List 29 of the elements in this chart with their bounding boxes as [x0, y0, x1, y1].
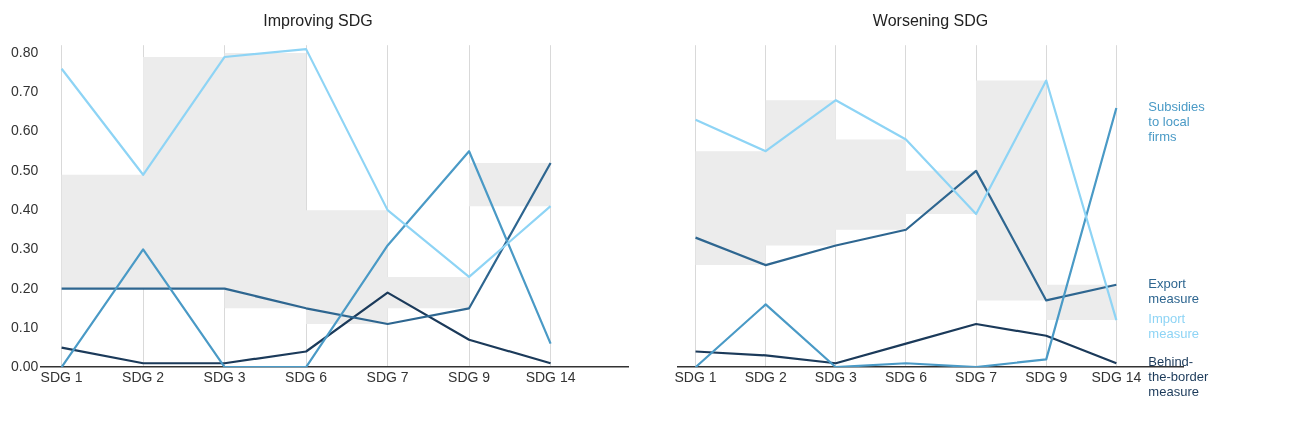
y-tick-label: 0.50	[11, 161, 39, 178]
y-tick-label: 0.60	[11, 122, 39, 139]
x-tick-label: SDG 7	[366, 369, 409, 386]
text: Subsidies to local firms	[1148, 99, 1206, 145]
x-tick-label: SDG 2	[744, 369, 787, 386]
x-tick-label: SDG 7	[955, 369, 998, 386]
y-tick-label: 0.40	[11, 200, 39, 217]
chart-title: Improving SDG	[263, 12, 373, 30]
x-tick-label: SDG 14	[1091, 369, 1142, 386]
y-tick-label: 0.00	[11, 358, 39, 375]
text: Export measure	[1148, 275, 1199, 306]
text: Behind-the-border measure	[1148, 354, 1210, 400]
y-tick-label: 0.30	[11, 240, 39, 257]
y-tick-label: 0.70	[11, 83, 39, 100]
y-tick-label: 0.10	[11, 318, 39, 335]
x-tick-label: SDG 9	[1025, 369, 1068, 386]
x-tick-label: SDG 6	[884, 369, 928, 386]
x-tick-label: SDG 2	[122, 369, 165, 386]
chart-title: Worsening SDG	[872, 12, 989, 30]
x-tick-label: SDG 3	[814, 369, 858, 386]
y-tick-label: 0.20	[11, 279, 39, 296]
text: Import measure	[1148, 311, 1199, 342]
y-tick-label: 0.80	[11, 43, 39, 60]
x-tick-label: SDG 1	[674, 369, 717, 386]
x-tick-label: SDG 6	[285, 369, 328, 386]
x-tick-label: SDG 1	[40, 369, 83, 386]
x-tick-label: SDG 3	[203, 369, 246, 386]
x-tick-label: SDG 14	[525, 369, 576, 386]
x-tick-label: SDG 9	[448, 369, 491, 386]
